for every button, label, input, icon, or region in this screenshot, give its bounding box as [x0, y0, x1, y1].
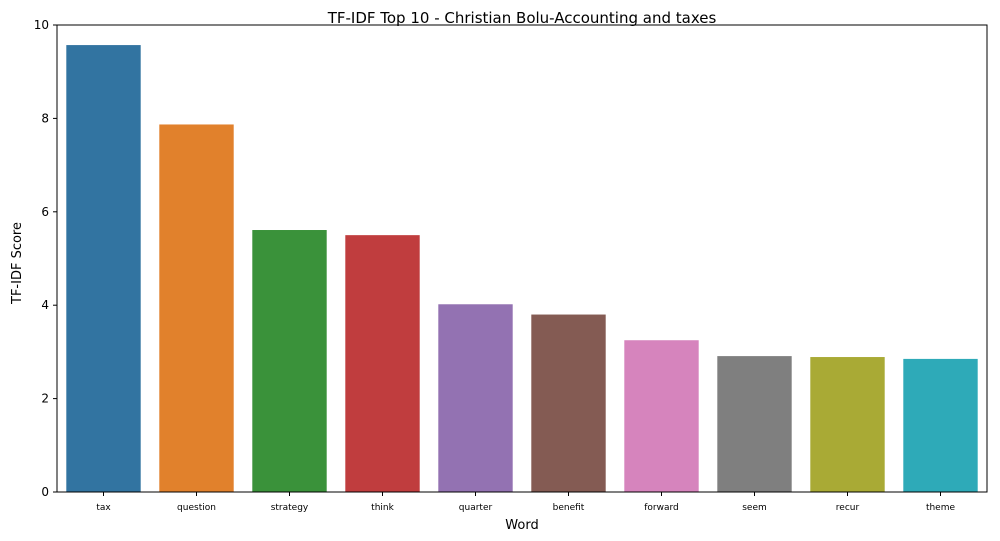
y-tick-label: 2 [41, 392, 49, 406]
y-axis-ticks: 0 2 4 6 8 10 [34, 18, 57, 499]
bar-benefit [531, 314, 606, 492]
bar-think [345, 235, 420, 492]
bar-tax [66, 45, 141, 493]
x-tick-label: recur [836, 503, 860, 513]
bar-question [159, 124, 234, 492]
plot-frame [56, 24, 988, 493]
x-tick-label: theme [926, 503, 956, 513]
x-tick-label: seem [742, 503, 767, 513]
y-tick-label: 10 [34, 18, 49, 32]
bar-seem [717, 356, 792, 492]
x-tick-label: benefit [553, 503, 585, 513]
bar-theme [903, 358, 978, 492]
x-tick-label: tax [96, 503, 111, 513]
x-tick-label: question [177, 503, 216, 513]
y-tick-label: 6 [41, 205, 49, 219]
x-tick-label: strategy [271, 503, 309, 513]
chart-title: TF-IDF Top 10 - Christian Bolu-Accountin… [327, 9, 717, 27]
x-tick-label: think [371, 503, 394, 513]
x-tick-label: quarter [459, 503, 493, 513]
bar-quarter [438, 304, 513, 492]
x-axis-ticks: tax question strategy think quarter benefit fo… [96, 492, 955, 513]
y-tick-label: 4 [41, 298, 49, 312]
bar-recur [810, 357, 885, 492]
y-axis-label: TF-IDF Score [10, 222, 25, 305]
bars-group [66, 45, 978, 493]
bar-strategy [252, 230, 327, 492]
x-tick-label: forward [644, 503, 679, 513]
y-tick-label: 0 [41, 485, 49, 499]
bar-forward [624, 340, 699, 492]
y-tick-label: 8 [41, 111, 49, 125]
x-axis-label: Word [505, 518, 538, 533]
